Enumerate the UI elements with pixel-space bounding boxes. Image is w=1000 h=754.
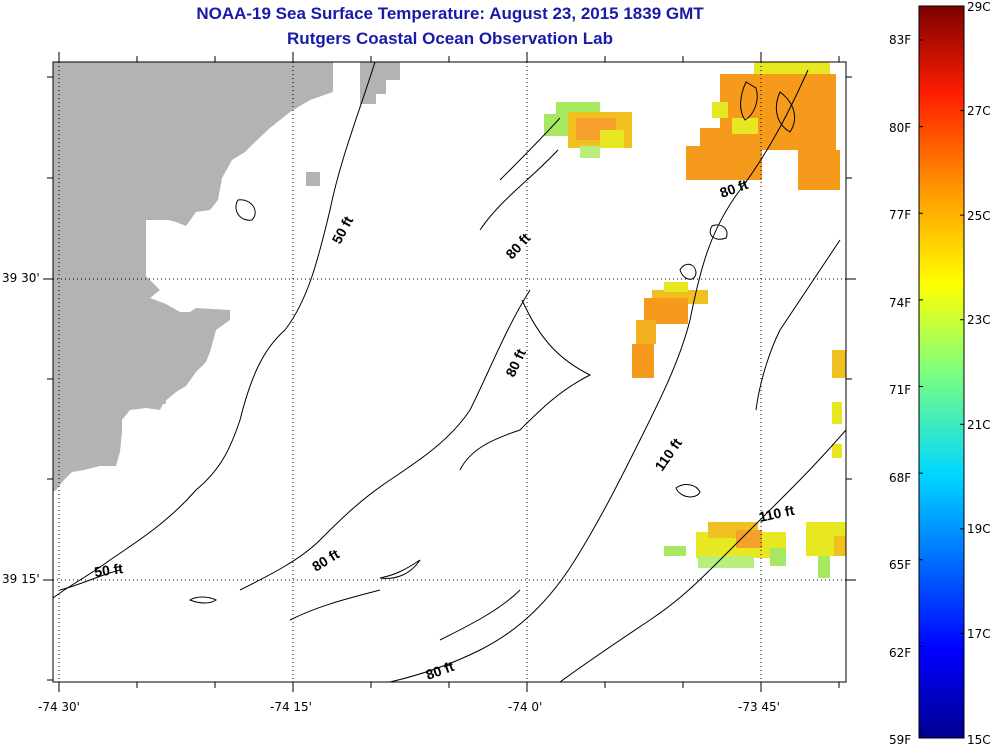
cb-f-label: 62F [889,646,912,660]
cb-f-label: 59F [889,733,912,747]
cb-f-label: 77F [889,208,912,222]
axis-ticks [43,52,856,692]
cb-c-label: 23C [967,313,991,327]
cb-f-label: 65F [889,558,912,572]
contour-label-110-lower: 110 ft [757,502,796,525]
contour-label-50-upper: 50 ft [329,213,357,246]
cb-f-label: 80F [889,121,912,135]
cb-f-label: 74F [889,296,912,310]
sst-patches [544,62,846,578]
colorbar [918,5,965,739]
cb-c-label: 25C [967,209,991,223]
contour-label-80-upper-mid: 80 ft [502,230,533,262]
cb-c-label: 15C [967,733,991,747]
map-subtitle: Rutgers Coastal Ocean Observation Lab [287,29,613,48]
map-title: NOAA-19 Sea Surface Temperature: August … [196,4,704,23]
land-mass [53,62,400,492]
colorbar-ticks [919,5,964,739]
graticule [53,62,846,682]
cb-f-label: 68F [889,471,912,485]
lon-label-73-45: -73 45' [738,700,780,714]
lon-label-74-30: -74 30' [38,700,80,714]
cb-c-label: 27C [967,104,991,118]
contour-label-80-mid: 80 ft [502,346,529,379]
cb-f-label: 83F [889,33,912,47]
lat-label-39-30: 39 30' [2,271,40,285]
cb-c-label: 17C [967,627,991,641]
cb-c-label: 19C [967,522,991,536]
cb-c-label: 21C [967,418,991,432]
contour-label-50-lower: 50 ft [93,560,124,580]
lat-label-39-15: 39 15' [2,572,40,586]
contour-label-80-bottom: 80 ft [424,658,457,683]
lon-label-74-15: -74 15' [270,700,312,714]
isobath-contours [53,62,846,682]
cb-f-label: 71F [889,383,912,397]
lon-label-74-0: -74 0' [508,700,543,714]
contour-label-80-lower-left: 80 ft [309,546,342,575]
cb-c-label: 29C [967,0,991,14]
contour-label-110-mid: 110 ft [651,435,685,474]
